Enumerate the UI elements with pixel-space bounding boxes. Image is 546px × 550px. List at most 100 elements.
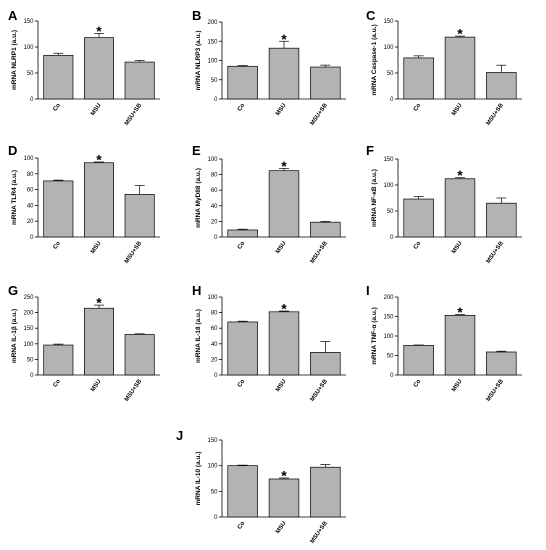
bar bbox=[84, 37, 114, 100]
y-tick-label: 150 bbox=[383, 315, 394, 321]
bar bbox=[227, 65, 258, 100]
y-axis-label: mRNA NLRP1 (a.u.) bbox=[11, 30, 18, 90]
y-tick-label: 100 bbox=[207, 59, 218, 65]
y-tick-label: 0 bbox=[390, 235, 394, 241]
bar bbox=[84, 307, 114, 376]
y-axis-label: mRNA IL-18 (a.u.) bbox=[195, 309, 202, 363]
y-tick-label: 150 bbox=[383, 157, 394, 163]
bar bbox=[227, 229, 258, 238]
y-axis-label: mRNA TLR4 (a.u.) bbox=[11, 170, 18, 225]
bar bbox=[444, 178, 476, 238]
y-axis-label: mRNA NLRP3 (a.u.) bbox=[195, 30, 202, 90]
x-tick-label: MSU bbox=[90, 379, 103, 393]
significance-star: * bbox=[281, 158, 287, 174]
y-tick-label: 50 bbox=[387, 354, 394, 360]
x-tick-label: MSU+SB bbox=[124, 240, 144, 265]
significance-star: * bbox=[96, 23, 102, 39]
y-tick-label: 100 bbox=[23, 156, 34, 162]
significance-star: * bbox=[96, 295, 102, 311]
y-tick-label: 50 bbox=[27, 357, 34, 363]
y-axis-label: mRNA Caspase-1 (a.u.) bbox=[371, 24, 378, 95]
significance-star: * bbox=[457, 304, 463, 320]
bar bbox=[444, 314, 476, 376]
bar bbox=[124, 334, 155, 376]
y-tick-label: 60 bbox=[211, 188, 218, 194]
y-axis-label: mRNA IL-10 (a.u.) bbox=[195, 452, 202, 506]
y-tick-label: 150 bbox=[23, 19, 34, 25]
panel-letter: B bbox=[192, 8, 201, 23]
x-tick-label: MSU+SB bbox=[310, 240, 330, 265]
x-tick-label: MSU bbox=[451, 379, 464, 393]
bar bbox=[310, 221, 341, 238]
significance-star: * bbox=[281, 301, 287, 317]
x-tick-label: Co bbox=[52, 240, 62, 250]
bar bbox=[310, 352, 341, 376]
x-tick-label: MSU bbox=[275, 521, 288, 535]
x-tick-label: Co bbox=[237, 240, 247, 250]
x-tick-label: Co bbox=[413, 102, 423, 112]
y-tick-label: 0 bbox=[214, 373, 218, 379]
y-tick-label: 150 bbox=[207, 39, 218, 45]
y-tick-label: 20 bbox=[27, 219, 34, 225]
y-tick-label: 0 bbox=[390, 97, 394, 103]
y-tick-label: 150 bbox=[23, 326, 34, 332]
bar bbox=[444, 36, 476, 100]
y-tick-label: 100 bbox=[383, 334, 394, 340]
y-axis-label: mRNA NF-κB (a.u.) bbox=[371, 169, 378, 227]
bar bbox=[486, 202, 517, 238]
y-tick-label: 50 bbox=[27, 71, 34, 77]
y-tick-label: 200 bbox=[383, 295, 394, 301]
bar bbox=[227, 465, 258, 518]
y-tick-label: 0 bbox=[214, 97, 218, 103]
y-tick-label: 40 bbox=[211, 204, 218, 210]
y-tick-label: 20 bbox=[211, 357, 218, 363]
y-tick-label: 100 bbox=[23, 45, 34, 51]
x-tick-label: MSU+SB bbox=[310, 520, 330, 545]
y-tick-label: 80 bbox=[211, 311, 218, 317]
y-tick-label: 100 bbox=[383, 183, 394, 189]
bar bbox=[84, 162, 114, 238]
bar bbox=[403, 198, 434, 238]
y-tick-label: 0 bbox=[214, 515, 218, 521]
y-tick-label: 0 bbox=[30, 235, 34, 241]
y-tick-label: 100 bbox=[207, 464, 218, 470]
y-tick-label: 50 bbox=[387, 209, 394, 215]
y-tick-label: 150 bbox=[383, 19, 394, 25]
x-tick-label: Co bbox=[237, 378, 247, 388]
x-tick-label: MSU bbox=[451, 103, 464, 117]
panel-letter: F bbox=[366, 143, 374, 158]
x-tick-label: MSU+SB bbox=[310, 378, 330, 403]
x-tick-label: MSU+SB bbox=[486, 102, 506, 127]
y-tick-label: 50 bbox=[387, 71, 394, 77]
y-tick-label: 60 bbox=[211, 326, 218, 332]
y-tick-label: 50 bbox=[211, 489, 218, 495]
x-tick-label: MSU bbox=[275, 379, 288, 393]
panel-letter: C bbox=[366, 8, 376, 23]
y-tick-label: 100 bbox=[207, 295, 218, 301]
bar bbox=[310, 466, 341, 518]
y-tick-label: 250 bbox=[23, 295, 34, 301]
significance-star: * bbox=[281, 31, 287, 47]
x-tick-label: Co bbox=[237, 520, 247, 530]
significance-star: * bbox=[457, 26, 463, 42]
significance-star: * bbox=[457, 167, 463, 183]
y-tick-label: 20 bbox=[211, 219, 218, 225]
bar bbox=[43, 180, 74, 238]
panel-letter: I bbox=[366, 283, 370, 298]
y-tick-label: 150 bbox=[207, 438, 218, 444]
y-tick-label: 0 bbox=[30, 97, 34, 103]
bar bbox=[486, 351, 517, 376]
y-tick-label: 100 bbox=[207, 157, 218, 163]
x-tick-label: MSU bbox=[451, 241, 464, 255]
x-tick-label: MSU+SB bbox=[310, 102, 330, 127]
y-tick-label: 100 bbox=[383, 45, 394, 51]
